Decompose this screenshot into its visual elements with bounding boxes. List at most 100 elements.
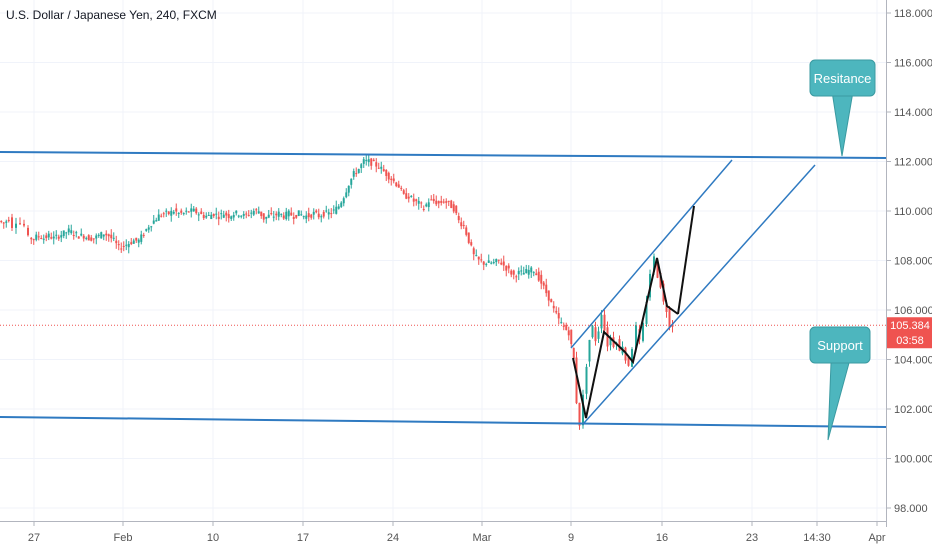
candle-body [95, 235, 98, 239]
time-tick-label: 9 [568, 532, 574, 544]
candle-body [105, 233, 108, 236]
candle-body [642, 322, 644, 341]
candle-body [287, 210, 290, 217]
candle-body [297, 210, 300, 216]
candle-body [447, 200, 450, 202]
projection-line [677, 205, 695, 315]
candle-body [407, 196, 410, 199]
candle-body [547, 290, 550, 301]
candle-body [417, 200, 420, 204]
candle-body [302, 216, 305, 218]
last-price-badge-bg [887, 317, 932, 349]
candle-body [347, 185, 350, 193]
candle-body [562, 325, 565, 327]
support-callout-text: Support [817, 338, 863, 353]
gridlines [0, 0, 886, 521]
candle-body [65, 232, 68, 234]
candle-body [202, 214, 205, 219]
resistance-callout-pointer [832, 95, 853, 157]
price-tick-label: 114.000 [894, 107, 932, 119]
candle-body [350, 178, 353, 185]
candle-body [310, 214, 313, 218]
candle-body [387, 172, 390, 180]
candle-body [500, 262, 503, 265]
candle-body [305, 215, 308, 219]
candle-body [97, 234, 100, 236]
candle-body [100, 232, 103, 239]
candle-body [27, 227, 29, 236]
candle-body [380, 166, 383, 169]
candle-body [375, 162, 378, 167]
candle-body [631, 349, 633, 367]
candle-body [177, 212, 180, 214]
candle-body [162, 213, 165, 215]
price-tick-label: 118.000 [894, 8, 932, 20]
candle-body [392, 178, 395, 182]
candle-body [235, 210, 238, 214]
candle-body [367, 159, 370, 163]
candle-body [242, 213, 245, 216]
support-callout: Support [809, 326, 871, 441]
candle-body [182, 213, 185, 215]
candle-body [472, 248, 475, 255]
candle-body [352, 171, 355, 177]
candle-body [530, 267, 533, 273]
candle-body [515, 276, 518, 278]
candle-body [102, 234, 105, 237]
candle-body [257, 211, 260, 214]
candle-body [127, 243, 130, 248]
candle-body [307, 213, 310, 218]
time-tick-label: 14:30 [803, 532, 831, 544]
candle-body [240, 215, 243, 217]
candle-body [152, 220, 155, 224]
candle-body [372, 159, 375, 161]
candle-body [457, 216, 460, 221]
candle-body [37, 236, 40, 238]
candle-body [345, 192, 348, 198]
candle-body [120, 248, 123, 250]
candle-body [402, 190, 405, 194]
candle-body [385, 169, 388, 176]
candle-body [247, 214, 250, 216]
time-tick-label: 27 [28, 532, 40, 544]
candle-body [260, 211, 263, 217]
candle-body [110, 234, 113, 239]
candle-body [475, 255, 478, 257]
candle-body [145, 229, 148, 231]
price-tick-label: 108.000 [894, 256, 932, 268]
candle-body [75, 232, 78, 234]
candle-body [395, 182, 398, 187]
candle-body [150, 226, 153, 228]
candle-body [155, 220, 158, 222]
candle-body [232, 214, 235, 218]
candles [0, 154, 674, 430]
candle-body [609, 336, 612, 346]
candle-body [315, 210, 318, 213]
candle-body [525, 268, 528, 274]
candle-body [265, 216, 268, 219]
candle-body [52, 236, 55, 239]
channel-lower-line [583, 164, 816, 424]
candle-body [282, 215, 285, 219]
candle-body [665, 304, 668, 312]
candle-body [11, 217, 13, 228]
candle-body [55, 234, 58, 236]
candle-body [600, 314, 603, 329]
candle-body [317, 213, 320, 218]
candle-body [267, 214, 270, 218]
candle-body [107, 234, 110, 237]
candle-body [512, 270, 515, 275]
candle-body [137, 239, 140, 243]
candle-body [397, 184, 400, 188]
candle-body [570, 329, 573, 345]
candle-body [492, 262, 495, 264]
candle-body [277, 211, 280, 217]
candle-body [245, 213, 248, 215]
candle-body [427, 202, 430, 208]
candle-body [377, 167, 380, 169]
candle-body [275, 213, 278, 216]
candle-body [575, 357, 578, 404]
candle-body [550, 299, 553, 303]
